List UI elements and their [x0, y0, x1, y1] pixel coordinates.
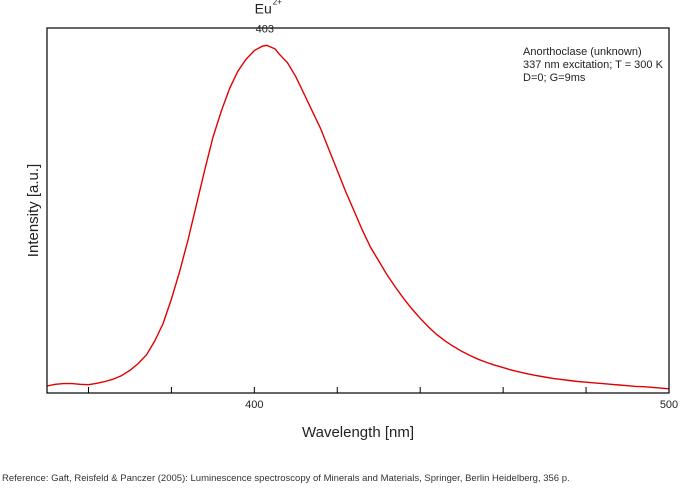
x-tick-label-500: 500	[660, 399, 678, 411]
measurement-info: Anorthoclase (unknown) 337 nm excitation…	[523, 46, 664, 84]
detector-settings-label: D=0; G=9ms	[523, 72, 586, 84]
peak-ion-label: Eu	[255, 0, 272, 16]
x-axis-ticks: 400 500	[87, 387, 678, 411]
x-tick-label-400: 400	[245, 399, 263, 411]
sample-name-label: Anorthoclase (unknown)	[523, 46, 642, 58]
x-axis-label: Wavelength [nm]	[302, 424, 414, 441]
excitation-conditions-label: 337 nm excitation; T = 300 K	[523, 59, 664, 71]
peak-wavelength-label: 403	[256, 23, 274, 35]
y-axis-label: Intensity [a.u.]	[25, 164, 42, 257]
axes-frame	[46, 27, 670, 394]
reference-citation: Reference: Gaft, Reisfeld & Panczer (200…	[2, 473, 570, 484]
series-line-spectrum	[46, 44, 670, 390]
peak-ion-charge: 2+	[273, 0, 282, 6]
peak-annotation: Eu 2+ 403	[255, 0, 283, 35]
plot-area: 400 500	[46, 27, 678, 411]
